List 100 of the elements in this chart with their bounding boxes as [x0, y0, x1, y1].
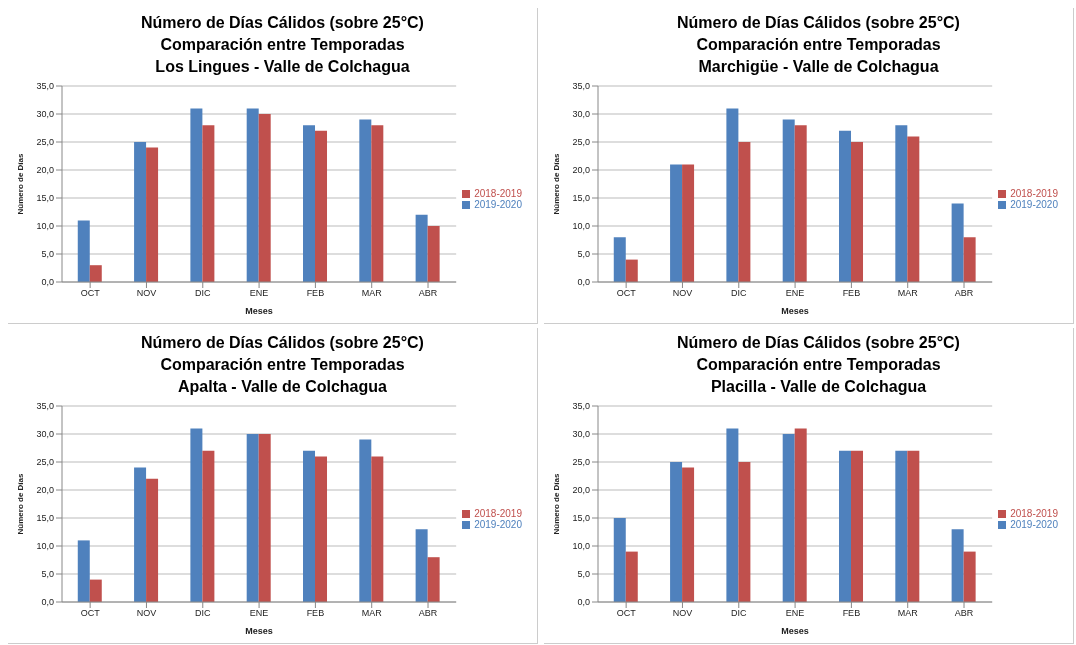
chart-title: Número de Días Cálidos (sobre 25°C) Comparación entre Temporadas Apalta - Valle de Colchagua [140, 333, 425, 397]
bar [963, 551, 976, 602]
bar [190, 108, 203, 282]
bar [359, 119, 372, 282]
bar [726, 108, 739, 282]
bar [371, 456, 384, 602]
bar [907, 136, 920, 282]
legend-label: 2019-2020 [474, 199, 522, 210]
y-tick-label: 35,0 [36, 81, 54, 92]
legend-label: 2018-2019 [1010, 508, 1058, 519]
bar [134, 467, 147, 602]
y-tick-label: 10,0 [36, 541, 54, 552]
bar [146, 478, 159, 602]
legend-label: 2018-2019 [1010, 188, 1058, 199]
y-tick-label: 35,0 [572, 81, 590, 92]
x-tick-label: NOV [136, 608, 157, 619]
bar [415, 214, 428, 282]
y-tick-label: 0,0 [41, 597, 54, 608]
bar [907, 450, 920, 602]
x-tick-label: NOV [136, 288, 157, 299]
bar [246, 108, 259, 282]
x-tick-label: MAR [361, 288, 383, 299]
bar [963, 237, 976, 282]
bar [89, 265, 102, 282]
x-tick-label: ENE [785, 608, 805, 619]
x-tick-label: DIC [731, 608, 748, 619]
legend-label: 2019-2020 [1010, 519, 1058, 530]
y-axis-title: Número de Días [15, 153, 25, 215]
y-tick-label: 10,0 [572, 541, 590, 552]
y-tick-label: 30,0 [36, 429, 54, 440]
y-tick-label: 0,0 [577, 597, 590, 608]
y-axis-title: Número de Días [551, 153, 561, 215]
x-tick-label: FEB [306, 608, 325, 619]
bar [794, 428, 807, 602]
x-tick-label: OCT [616, 608, 637, 619]
x-tick-label: MAR [897, 608, 919, 619]
x-tick-label: NOV [672, 288, 693, 299]
x-axis-title: Meses [245, 626, 273, 636]
bar [258, 114, 271, 282]
bar [682, 467, 695, 602]
bar [951, 203, 964, 282]
bar [794, 125, 807, 282]
bar [839, 130, 852, 282]
bar [427, 226, 440, 282]
y-tick-label: 20,0 [572, 485, 590, 496]
y-tick-label: 5,0 [41, 249, 54, 260]
legend-label: 2018-2019 [474, 508, 522, 519]
x-tick-label: FEB [842, 608, 861, 619]
bar [682, 164, 695, 282]
bar [726, 428, 739, 602]
x-tick-label: OCT [80, 608, 101, 619]
bar [315, 130, 328, 282]
bar [202, 125, 215, 282]
bar [851, 142, 864, 282]
bar [613, 518, 626, 602]
bar [359, 439, 372, 602]
y-tick-label: 20,0 [36, 485, 54, 496]
y-tick-label: 15,0 [36, 513, 54, 524]
y-tick-label: 25,0 [36, 137, 54, 148]
y-tick-label: 5,0 [577, 569, 590, 580]
bar [895, 125, 908, 282]
x-tick-label: MAR [361, 608, 383, 619]
bar [146, 147, 159, 282]
bar [303, 125, 316, 282]
bar [625, 551, 638, 602]
bar [315, 456, 328, 602]
x-tick-label: ABR [954, 608, 974, 619]
x-axis-title: Meses [781, 626, 809, 636]
x-tick-label: ABR [954, 288, 974, 299]
bar [839, 450, 852, 602]
y-tick-label: 35,0 [36, 401, 54, 412]
bar [782, 119, 795, 282]
bar [738, 142, 751, 282]
chart-title: Número de Días Cálidos (sobre 25°C) Comparación entre Temporadas Marchigüe - Valle de Colchagua [676, 13, 961, 77]
y-tick-label: 15,0 [572, 193, 590, 204]
y-tick-label: 20,0 [572, 165, 590, 176]
bar [134, 142, 147, 282]
bar [202, 450, 215, 602]
x-tick-label: MAR [897, 288, 919, 299]
x-tick-label: NOV [672, 608, 693, 619]
x-tick-label: DIC [195, 288, 212, 299]
bar [371, 125, 384, 282]
x-tick-label: OCT [80, 288, 101, 299]
bar [782, 434, 795, 602]
x-tick-label: OCT [616, 288, 637, 299]
y-tick-label: 10,0 [36, 221, 54, 232]
x-axis-title: Meses [781, 306, 809, 316]
x-tick-label: DIC [731, 288, 748, 299]
chart-title: Número de Días Cálidos (sobre 25°C) Comparación entre Temporadas Placilla - Valle de Colchagua [676, 333, 961, 397]
y-tick-label: 15,0 [572, 513, 590, 524]
legend-label: 2019-2020 [474, 519, 522, 530]
bar [246, 434, 259, 602]
chart-title: Número de Días Cálidos (sobre 25°C) Comparación entre Temporadas Los Lingues - Valle de Colchagua [140, 13, 425, 77]
bar [77, 220, 90, 282]
bar [625, 259, 638, 282]
legend-label: 2018-2019 [474, 188, 522, 199]
bar [670, 462, 683, 602]
bar [77, 540, 90, 602]
bar [190, 428, 203, 602]
x-tick-label: ABR [418, 608, 438, 619]
